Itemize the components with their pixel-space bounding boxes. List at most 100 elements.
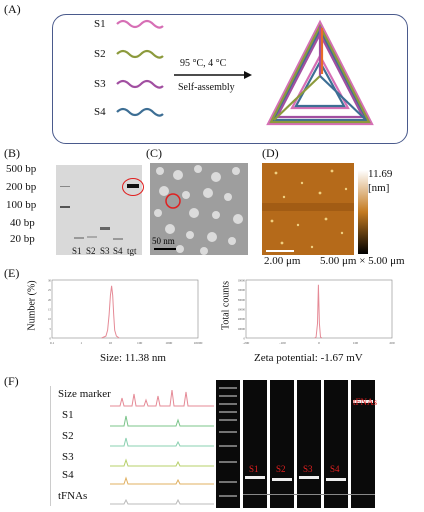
tetrahedral-dna-icon <box>266 19 374 126</box>
lane-label-s1: S1 <box>72 246 82 256</box>
size-ylabel: Number (%) <box>26 280 38 331</box>
row-size-marker: Size marker <box>58 388 111 400</box>
arrow-right-icon <box>174 71 252 79</box>
y-tick-label: 0 <box>50 337 52 341</box>
s2-band <box>87 236 97 238</box>
row-s3: S3 <box>62 451 74 463</box>
x-tick-label: 100 <box>353 341 359 345</box>
afm-colorbar <box>358 170 368 254</box>
panel-a-label: (A) <box>4 2 21 16</box>
capillary-label-s3: S3 <box>303 464 313 474</box>
tem-image <box>150 163 248 255</box>
ladder-20: 20 bp <box>10 233 35 245</box>
x-tick-label: -200 <box>243 341 250 345</box>
x-tick-label: 10 <box>109 341 113 345</box>
strand-s1-label: S1 <box>94 18 106 30</box>
strand-s2-label: S2 <box>94 48 106 60</box>
strand-s3 <box>116 79 164 89</box>
tem-scale-label: 50 nm <box>152 236 175 246</box>
row-s1: S1 <box>62 409 74 421</box>
ladder-500: 500 bp <box>6 163 37 175</box>
row-tfnas: tFNAs <box>58 490 88 502</box>
lane-bottom-band <box>243 494 375 495</box>
s3-band <box>100 227 110 230</box>
afm-zmax: 11.69 <box>368 168 393 180</box>
s1-trace <box>110 415 214 427</box>
afm-scale-label: 2.00 μm <box>264 255 301 267</box>
panel-a-frame <box>52 14 408 144</box>
size-caption: Size: 11.38 nm <box>100 352 166 364</box>
ladder-40: 40 bp <box>10 217 35 229</box>
self-assembly-text: Self-assembly <box>178 82 235 93</box>
afm-zunit: [nm] <box>368 182 390 194</box>
panel-d-label: (D) <box>262 146 279 160</box>
row-s2: S2 <box>62 430 74 442</box>
y-tick-label: 120000 <box>238 279 246 283</box>
capillary-lane-s3 <box>297 380 321 508</box>
ladder-band <box>60 186 70 187</box>
strand-s4-label: S4 <box>94 106 106 118</box>
ladder-200: 200 bp <box>6 181 37 193</box>
s2-trace <box>110 437 214 447</box>
capillary-label-s1: S1 <box>249 464 259 474</box>
lane-label-s4: S4 <box>113 246 123 256</box>
s4-band <box>113 238 123 240</box>
s3-band <box>299 476 319 479</box>
size-marker-trace <box>110 389 214 407</box>
x-tick-label: 10000 <box>194 341 203 345</box>
y-tick-label: 25 <box>48 288 52 292</box>
x-tick-label: 1000 <box>165 341 172 345</box>
capillary-lane-s4 <box>324 380 348 508</box>
y-tick-label: 15 <box>48 308 52 312</box>
strand-s1 <box>116 19 164 29</box>
ladder-band <box>60 206 70 208</box>
lane-label-s2: S2 <box>86 246 96 256</box>
y-tick-label: 20000 <box>238 327 246 331</box>
panel-b-label: (B) <box>4 146 20 160</box>
y-tick-label: 100000 <box>238 288 246 292</box>
y-tick-label: 30 <box>48 279 52 283</box>
series-line <box>101 285 120 339</box>
plot-frame <box>51 279 199 339</box>
lane-label-tgt: tgt <box>127 246 137 256</box>
x-tick-label: 0.1 <box>50 341 55 345</box>
y-tick-label: 20 <box>48 298 52 302</box>
condition-text: 95 °C, 4 °C <box>180 58 227 69</box>
zeta-potential-chart: 120000100000800006000040000200000-200-10… <box>238 279 395 346</box>
electropherogram-traces <box>110 389 214 505</box>
panel-c-label: (C) <box>146 146 162 160</box>
panel-e-label: (E) <box>4 266 20 280</box>
s4-band <box>326 478 346 481</box>
x-tick-label: 1 <box>80 341 82 345</box>
plot-frame <box>245 279 393 339</box>
tfnas-trace <box>110 498 214 505</box>
zeta-ylabel: Total counts <box>220 281 232 331</box>
afm-area-label: 5.00 μm × 5.00 μm <box>320 255 405 267</box>
capillary-lane-s2 <box>270 380 294 508</box>
x-tick-label: 100 <box>137 341 143 345</box>
capillary-ladder-lane <box>216 380 240 508</box>
dna-strands-illustration <box>116 19 164 117</box>
s4-trace <box>110 476 214 485</box>
series-line <box>314 284 323 339</box>
s2-band <box>272 478 292 481</box>
size-distribution-chart: 30 25 20 15 10 5 00.1 1 10 100 1000 10000 <box>48 279 203 346</box>
afm-image <box>262 163 354 255</box>
s3-trace <box>110 458 214 467</box>
capillary-label-s2: S2 <box>276 464 286 474</box>
x-tick-label: -100 <box>279 341 286 345</box>
x-tick-label: 0 <box>318 341 320 345</box>
tgt-highlight-circle <box>122 178 144 196</box>
capillary-label-tfnas: tFNAs <box>353 397 378 407</box>
ladder-100: 100 bp <box>6 199 37 211</box>
capillary-label-s4: S4 <box>330 464 340 474</box>
y-tick-label: 0 <box>244 337 246 341</box>
strand-s3-label: S3 <box>94 78 106 90</box>
strand-s4 <box>116 107 164 117</box>
s1-band <box>245 476 265 479</box>
x-tick-label: 200 <box>389 341 395 345</box>
y-tick-label: 5 <box>50 327 52 331</box>
zeta-caption: Zeta potential: -1.67 mV <box>254 352 363 364</box>
lane-label-s3: S3 <box>100 246 110 256</box>
strand-s2 <box>116 49 164 59</box>
